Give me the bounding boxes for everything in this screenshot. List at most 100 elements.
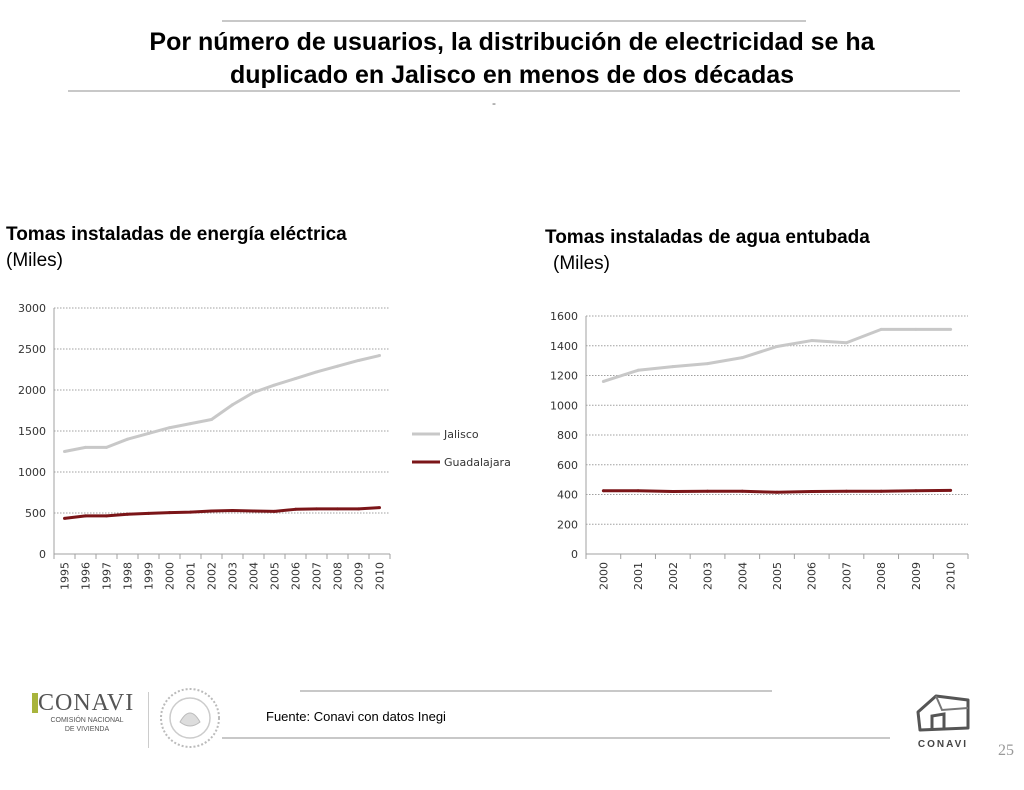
y-tick-label: 0: [571, 548, 578, 561]
legend-label: Jalisco: [443, 428, 479, 441]
data-point-guadalajara: [273, 509, 276, 513]
x-tick-label: 2005: [269, 562, 282, 590]
x-tick-label: 2006: [806, 562, 819, 590]
x-tick-label: 2009: [910, 562, 923, 590]
data-point-jalisco: [671, 365, 675, 369]
y-tick-label: 3000: [18, 302, 46, 315]
data-point-guadalajara: [105, 514, 108, 518]
data-point-guadalajara: [189, 510, 192, 514]
data-point-guadalajara: [294, 507, 297, 511]
y-tick-label: 600: [557, 459, 578, 472]
x-tick-label: 2004: [736, 562, 749, 590]
data-point-guadalajara: [168, 511, 171, 515]
x-tick-label: 1995: [59, 562, 72, 590]
conavi-logo-sub1: COMISIÓN NACIONAL: [50, 717, 124, 724]
data-point-jalisco: [231, 403, 234, 407]
data-point-jalisco: [105, 445, 108, 449]
y-tick-label: 1600: [550, 310, 578, 323]
data-point-guadalajara: [126, 512, 129, 516]
data-point-jalisco: [126, 437, 129, 441]
right-chart-unit: (Miles): [553, 253, 610, 274]
x-tick-label: 2002: [667, 562, 680, 590]
data-point-guadalajara: [601, 489, 605, 493]
page-title: Por número de usuarios, la distribución …: [40, 26, 984, 92]
data-point-jalisco: [740, 356, 744, 360]
series-line-jalisco: [602, 327, 951, 383]
x-tick-label: 2003: [702, 562, 715, 590]
right-chart-title-text: Tomas instaladas de agua entubada: [545, 227, 870, 248]
x-tick-label: 2007: [311, 562, 324, 590]
data-point-jalisco: [810, 339, 814, 343]
x-tick-label: 2006: [290, 562, 303, 590]
title-line-1: Por número de usuarios, la distribución …: [149, 28, 875, 56]
series-line-jalisco: [64, 354, 380, 453]
data-point-guadalajara: [740, 489, 744, 493]
data-point-jalisco: [879, 327, 883, 331]
left-chart-title: Tomas instaladas de energía eléctrica (M…: [6, 222, 347, 274]
data-point-guadalajara: [810, 490, 814, 494]
conavi-right-logo: CONAVI: [908, 734, 978, 790]
logo-divider: [148, 692, 149, 748]
x-tick-label: 2010: [945, 562, 958, 590]
y-tick-label: 1000: [18, 466, 46, 479]
data-point-jalisco: [168, 426, 171, 430]
y-tick-label: 500: [25, 507, 46, 520]
data-point-jalisco: [336, 364, 339, 368]
data-point-guadalajara: [84, 514, 87, 518]
y-tick-label: 2500: [18, 343, 46, 356]
data-point-jalisco: [84, 445, 87, 449]
x-tick-label: 1997: [101, 562, 114, 590]
top-rule: [222, 20, 806, 22]
data-point-guadalajara: [914, 489, 918, 493]
conavi-right-name: CONAVI: [917, 739, 969, 750]
x-tick-label: 2007: [840, 562, 853, 590]
x-tick-label: 2000: [164, 562, 177, 590]
conavi-logo-mark: [32, 693, 38, 713]
data-point-jalisco: [315, 370, 318, 374]
y-tick-label: 1400: [550, 340, 578, 353]
x-tick-label: 1996: [80, 562, 93, 590]
data-point-jalisco: [949, 327, 953, 331]
source-note: Fuente: Conavi con datos Inegi: [266, 709, 446, 724]
data-point-jalisco: [294, 377, 297, 381]
x-tick-label: 2003: [227, 562, 240, 590]
y-tick-label: 200: [557, 518, 578, 531]
y-tick-label: 2000: [18, 384, 46, 397]
data-point-guadalajara: [844, 489, 848, 493]
x-tick-label: 2001: [632, 562, 645, 590]
conavi-house-icon: [916, 694, 970, 732]
y-tick-label: 800: [557, 429, 578, 442]
x-tick-label: 2004: [248, 562, 261, 590]
x-tick-label: 2008: [875, 562, 888, 590]
left-chart-unit: (Miles): [6, 250, 63, 271]
data-point-jalisco: [63, 450, 66, 453]
y-tick-label: 0: [39, 548, 46, 561]
x-tick-label: 1999: [143, 562, 156, 590]
data-point-guadalajara: [671, 490, 675, 494]
y-tick-label: 400: [557, 489, 578, 502]
data-point-guadalajara: [636, 489, 640, 493]
data-point-jalisco: [706, 362, 710, 366]
conavi-logo-name: CONAVI: [38, 690, 135, 716]
y-tick-label: 1500: [18, 425, 46, 438]
legend-label: Guadalajara: [444, 456, 511, 469]
data-point-guadalajara: [378, 506, 381, 510]
series-line-guadalajara: [64, 506, 380, 520]
data-point-jalisco: [844, 341, 848, 345]
water-chart: 0 200 400 600 800 1000 1200 1400 1600 2000 2001 200…: [550, 310, 969, 590]
data-point-guadalajara: [63, 516, 66, 520]
data-point-jalisco: [273, 383, 276, 387]
data-point-guadalajara: [231, 509, 234, 513]
data-point-jalisco: [147, 431, 150, 435]
data-point-guadalajara: [775, 490, 779, 494]
data-point-guadalajara: [706, 489, 710, 493]
x-tick-label: 2002: [206, 562, 219, 590]
conavi-logo-sub2: DE VIVIENDA: [64, 726, 110, 733]
data-point-jalisco: [357, 358, 360, 362]
title-dash: -: [492, 96, 496, 110]
y-tick-label: 1200: [550, 370, 578, 383]
data-point-jalisco: [252, 390, 255, 394]
electricity-chart: 0 500 1000 1500 2000 2500 3000 1995 1996 1997 1998…: [18, 302, 511, 590]
x-tick-label: 2010: [374, 562, 387, 590]
data-point-guadalajara: [879, 489, 883, 493]
